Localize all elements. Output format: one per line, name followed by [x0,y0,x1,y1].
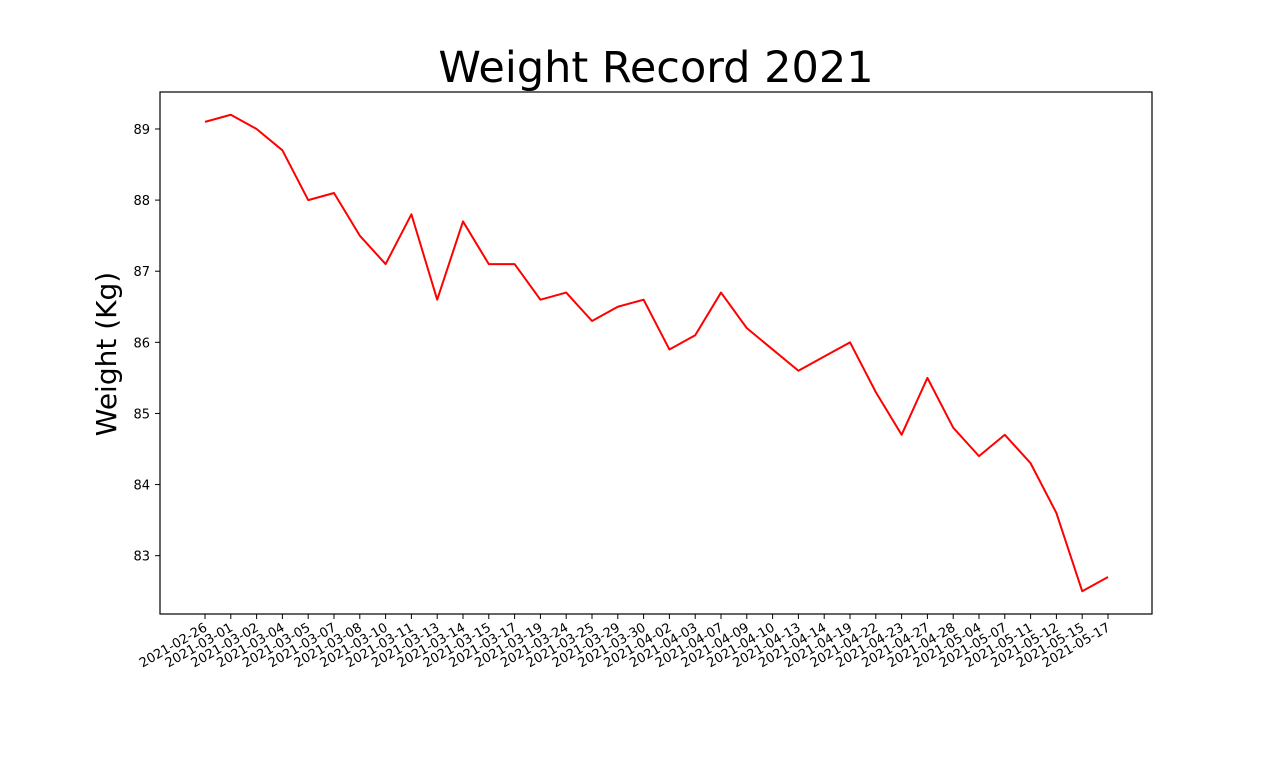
plot-area-frame [159,91,1153,615]
y-tick-label: 83 [133,550,150,565]
y-tick-label: 85 [133,407,150,422]
y-tick-label: 89 [133,123,150,138]
series-line [204,113,1109,593]
y-tick-label: 84 [133,479,150,494]
series-layer [204,113,1109,593]
y-axis-label: Weight (Kg) [90,272,123,436]
y-axis: 83 84 85 86 87 88 89 [133,123,160,565]
y-tick-label: 86 [133,336,150,351]
x-axis: 2021-02-262021-03-012021-03-022021-03-04… [137,614,1113,671]
y-tick-label: 87 [133,265,150,280]
chart-title: Weight Record 2021 [438,43,873,93]
y-tick-label: 88 [133,194,150,209]
